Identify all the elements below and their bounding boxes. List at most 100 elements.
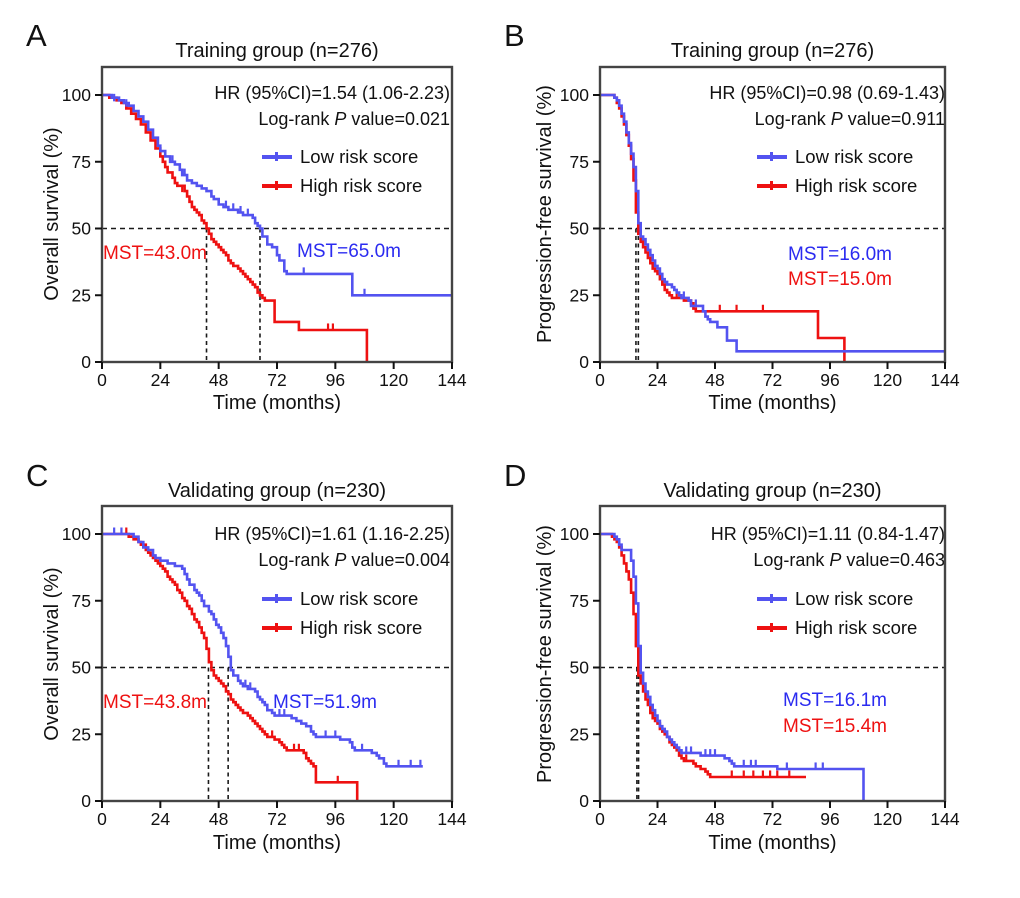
y-tick-label: 50 xyxy=(570,658,590,678)
low-risk-line-marker-icon xyxy=(757,594,787,603)
y-tick-label: 50 xyxy=(72,658,92,678)
x-tick-label: 24 xyxy=(151,370,171,390)
legend: Low risk score High risk score xyxy=(757,145,917,198)
stats-annotation: HR (95%CI)=1.11 (0.84-1.47) Log-rank P v… xyxy=(623,521,945,573)
x-tick-label: 96 xyxy=(820,809,839,829)
hr-text: HR (95%CI)=0.98 (0.69-1.43) xyxy=(709,83,945,103)
stats-annotation: HR (95%CI)=1.61 (1.16-2.25) Log-rank P v… xyxy=(128,521,450,573)
km-curve-high-risk xyxy=(102,532,359,801)
plot-frame xyxy=(598,65,947,364)
panel-title: Validating group (n=230) xyxy=(167,480,387,502)
hr-text: HR (95%CI)=1.61 (1.16-2.25) xyxy=(214,524,450,544)
high-risk-line-marker-icon xyxy=(757,181,787,190)
y-tick-label: 100 xyxy=(62,524,91,544)
x-tick-label: 0 xyxy=(595,370,605,390)
x-tick-label: 72 xyxy=(267,809,286,829)
legend-item-high-risk: High risk score xyxy=(262,616,422,640)
x-axis-label: Time (months) xyxy=(212,392,342,414)
x-tick-label: 72 xyxy=(763,809,782,829)
y-tick-label: 100 xyxy=(560,85,589,105)
logrank-text: Log-rank P value=0.911 xyxy=(623,106,945,132)
censor-tick-icon xyxy=(770,152,773,161)
y-tick-label: 25 xyxy=(72,285,91,305)
y-tick-label: 100 xyxy=(62,85,91,105)
x-tick-label: 48 xyxy=(705,809,724,829)
logrank-p-italic: P xyxy=(334,550,347,570)
plot-frame xyxy=(100,65,454,364)
logrank-suffix: value=0.021 xyxy=(346,109,450,129)
stats-annotation: HR (95%CI)=0.98 (0.69-1.43) Log-rank P v… xyxy=(623,80,945,132)
legend-label-low: Low risk score xyxy=(300,146,419,167)
legend-item-high-risk: High risk score xyxy=(757,616,917,640)
x-tick-label: 24 xyxy=(648,370,668,390)
panel-title: Validating group (n=230) xyxy=(663,480,882,502)
mst-label-high-risk: MST=15.0m xyxy=(788,269,893,290)
censor-tick-icon xyxy=(275,623,278,632)
x-tick-label: 144 xyxy=(930,809,959,829)
panel-letter: B xyxy=(504,18,525,53)
x-tick-label: 24 xyxy=(151,809,171,829)
legend-label-low: Low risk score xyxy=(795,588,914,609)
legend-label-high: High risk score xyxy=(300,175,423,196)
x-axis-label: Time (months) xyxy=(212,832,342,854)
y-tick-label: 50 xyxy=(570,219,590,239)
logrank-p-italic: P xyxy=(829,550,842,570)
low-risk-line-marker-icon xyxy=(262,152,292,161)
logrank-text: Log-rank P value=0.463 xyxy=(623,547,945,573)
logrank-p-italic: P xyxy=(334,109,347,129)
logrank-prefix: Log-rank xyxy=(753,550,830,570)
mst-label-low-risk: MST=16.0m xyxy=(788,244,893,265)
logrank-suffix: value=0.911 xyxy=(842,109,945,129)
km-plot-A: 0 24 48 72 96 120 144 0 25 50 75 100 xyxy=(62,65,467,390)
panel-title: Training group (n=276) xyxy=(175,40,379,62)
censor-tick-icon xyxy=(275,594,278,603)
legend-label-high: High risk score xyxy=(795,175,918,196)
x-tick-label: 72 xyxy=(267,370,286,390)
legend-item-high-risk: High risk score xyxy=(757,174,917,198)
y-tick-label: 25 xyxy=(72,724,91,744)
panel-letter: C xyxy=(26,458,49,493)
legend: Low risk score High risk score xyxy=(262,587,422,640)
mst-label-low-risk: MST=65.0m xyxy=(297,241,402,262)
plot-frame xyxy=(598,504,947,803)
x-tick-label: 72 xyxy=(763,370,782,390)
censor-tick-icon xyxy=(275,152,278,161)
x-tick-label: 96 xyxy=(326,370,345,390)
legend-item-low-risk: Low risk score xyxy=(262,587,422,611)
y-tick-label: 75 xyxy=(72,152,91,172)
logrank-prefix: Log-rank xyxy=(258,550,335,570)
legend: Low risk score High risk score xyxy=(757,587,917,640)
x-tick-label: 96 xyxy=(820,370,839,390)
high-risk-line-marker-icon xyxy=(757,623,787,632)
legend: Low risk score High risk score xyxy=(262,145,422,198)
x-tick-label: 0 xyxy=(97,809,107,829)
censor-tick-icon xyxy=(770,623,773,632)
censor-tick-icon xyxy=(275,181,278,190)
legend-label-high: High risk score xyxy=(795,617,918,638)
y-tick-label: 75 xyxy=(72,591,91,611)
logrank-prefix: Log-rank xyxy=(258,109,335,129)
km-plot-B: 0 24 48 72 96 120 144 0 25 50 75 100 xyxy=(560,65,960,390)
x-axis-label: Time (months) xyxy=(708,832,837,854)
x-tick-label: 48 xyxy=(705,370,724,390)
legend-label-high: High risk score xyxy=(300,617,423,638)
x-tick-label: 144 xyxy=(930,370,959,390)
high-risk-line-marker-icon xyxy=(262,181,292,190)
x-tick-label: 120 xyxy=(873,370,902,390)
high-risk-line-marker-icon xyxy=(262,623,292,632)
mst-label-high-risk: MST=43.0m xyxy=(103,243,208,264)
logrank-prefix: Log-rank xyxy=(754,109,831,129)
y-tick-label: 0 xyxy=(81,791,91,811)
km-plot-C: 0 24 48 72 96 120 144 0 25 50 75 100 xyxy=(62,504,467,829)
low-risk-line-marker-icon xyxy=(757,152,787,161)
panel-letter: D xyxy=(504,458,527,493)
y-tick-label: 0 xyxy=(81,352,91,372)
y-tick-label: 50 xyxy=(72,219,92,239)
hr-text: HR (95%CI)=1.11 (0.84-1.47) xyxy=(710,524,945,544)
legend-item-low-risk: Low risk score xyxy=(757,587,917,611)
x-tick-label: 48 xyxy=(209,809,228,829)
hr-text: HR (95%CI)=1.54 (1.06-2.23) xyxy=(214,83,450,103)
x-tick-label: 0 xyxy=(97,370,107,390)
y-tick-label: 75 xyxy=(570,591,589,611)
